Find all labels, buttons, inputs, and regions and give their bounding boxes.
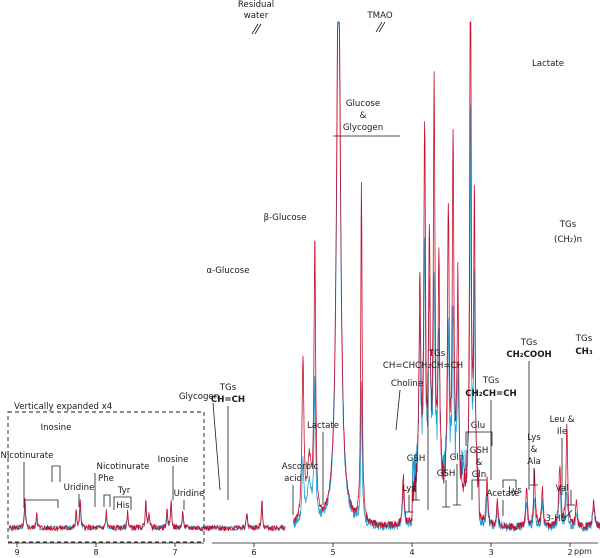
annotation-gsh-gln-line1: GSH [470,446,489,456]
annotation-lys-ala-line1: Lys [527,433,541,443]
annotation-glucose-line1: Glucose [346,99,380,109]
bracket-glu [465,431,493,446]
annotation-glucose-line2: & [360,111,367,121]
annotation-gsh-1: GSH [407,454,426,464]
series-blue-expanded [8,503,286,532]
annotation-inosine-2: Inosine [158,455,189,465]
annotation-tgs-ch2n-line1: TGs [559,220,577,230]
annotation-tgs-chch-line1: TGs [219,383,237,393]
break-marks-water [251,23,262,35]
annotation-tgs-ch2cooh-line1: TGs [520,338,538,348]
annotation-lys-1: Lys [402,484,416,494]
annotation-tgs-ch2chch-line2: CH₂CH=CH [465,389,516,399]
annotation-tgs-chch-line2: CH=CH [211,395,245,405]
annotation-his: His [116,501,130,511]
annotation-glu: Glu [471,421,486,431]
series-red-main [293,21,600,531]
annotation-tmao: TMAO [366,11,392,21]
annotation-gln: Gln [450,453,465,463]
x-tick-label-8: 8 [93,548,98,557]
x-tick-label-2: 2 [567,548,572,557]
bracket-inosine-1 [51,465,61,482]
x-tick-label-3: 3 [488,548,493,557]
annotation-leu-ile-line1: Leu & [550,415,575,425]
x-axis-unit: ppm [574,547,592,556]
annotation-nicotinurate-1: Nicotinurate [1,451,54,461]
spectrum-traces [8,21,600,533]
leader-gsh-gln [471,479,486,500]
annotation-choline: Choline [391,379,423,389]
annotation-lactate-4: Lactate [307,421,339,431]
annotation-residual-water-line2: water [244,11,269,21]
bracket-lys-2 [502,479,517,488]
annotation-gsh-2: GSH [437,469,456,479]
annotation-tgs-ch3-line1: TGs [575,334,593,344]
annotation-lys-2: Lys [508,486,522,496]
annotation-tgs-ch2cooh-line2: CH₂COOH [506,350,551,360]
annotation-leu-ile-line2: Ile [557,427,567,437]
annotation-tyr: Tyr [117,486,131,496]
annotation-glucose-line3: Glycogen [343,123,383,133]
leader-3hb [564,509,573,519]
x-tick-label-4: 4 [409,548,414,557]
series-blue-main [293,21,600,532]
annotation-tgs-chchch2-line2: CH=CHCH₂CH=CH [383,361,463,371]
annotation-gsh-gln-line3: Gln [472,470,487,480]
annotation-phe: Phe [98,474,114,484]
annotation-ascorbic-line2: acid [284,474,302,484]
annotation-3hb: 3-HB [546,514,567,524]
leader-gln [453,464,461,506]
annotation-beta-glucose: β-Glucose [264,213,307,223]
series-red-expanded [8,498,286,533]
bracket-tyr [113,496,132,510]
leader-lys-1 [405,495,413,513]
annotation-inosine-1: Inosine [41,423,72,433]
break-marks-tmao [375,21,386,33]
annotation-nicotinurate-2: Nicotinurate [97,462,150,472]
annotation-uridine-1: Uridine [64,483,95,493]
annotation-ascorbic-line1: Ascorbic [282,462,319,472]
leader-choline [395,389,401,431]
annotation-alpha-glucose: α-Glucose [206,266,249,276]
annotation-acetate: Acetate [486,489,519,499]
bracket-nicotinurate-1 [23,462,59,508]
annotation-glycogen: Glycogen [179,392,219,402]
leader-gsh-2 [442,480,450,508]
annotation-val: Val [556,484,569,494]
leader-gsh-1 [412,465,420,501]
annotation-lactate-main: Lactate [532,59,564,69]
x-tick-label-9: 9 [14,548,19,557]
expanded-region-label: Vertically expanded x4 [14,402,112,412]
annotation-uridine-2: Uridine [174,489,205,499]
x-tick-label-5: 5 [330,548,335,557]
leader-lys-ala [530,468,538,486]
leader-glycogen [212,402,221,491]
leader-val [567,490,575,506]
annotation-tgs-chchch2-line1: TGs [428,349,446,359]
x-tick-label-6: 6 [251,548,256,557]
annotation-lys-ala-line3: Ala [527,457,541,467]
x-tick-label-7: 7 [172,548,177,557]
annotation-tgs-ch2chch-line1: TGs [482,376,500,386]
annotation-lys-ala-line2: & [531,445,538,455]
x-axis: 987654321 ppm [8,542,598,557]
annotation-tgs-ch3-line2: CH₃ [575,347,592,357]
expanded-region-box [7,411,205,543]
bracket-phe [103,494,111,507]
annotation-residual-water-line1: Residual [238,0,274,10]
annotation-gsh-gln-line2: & [476,458,483,468]
annotation-tgs-ch2n-line2: (CH₂)n [554,235,582,245]
